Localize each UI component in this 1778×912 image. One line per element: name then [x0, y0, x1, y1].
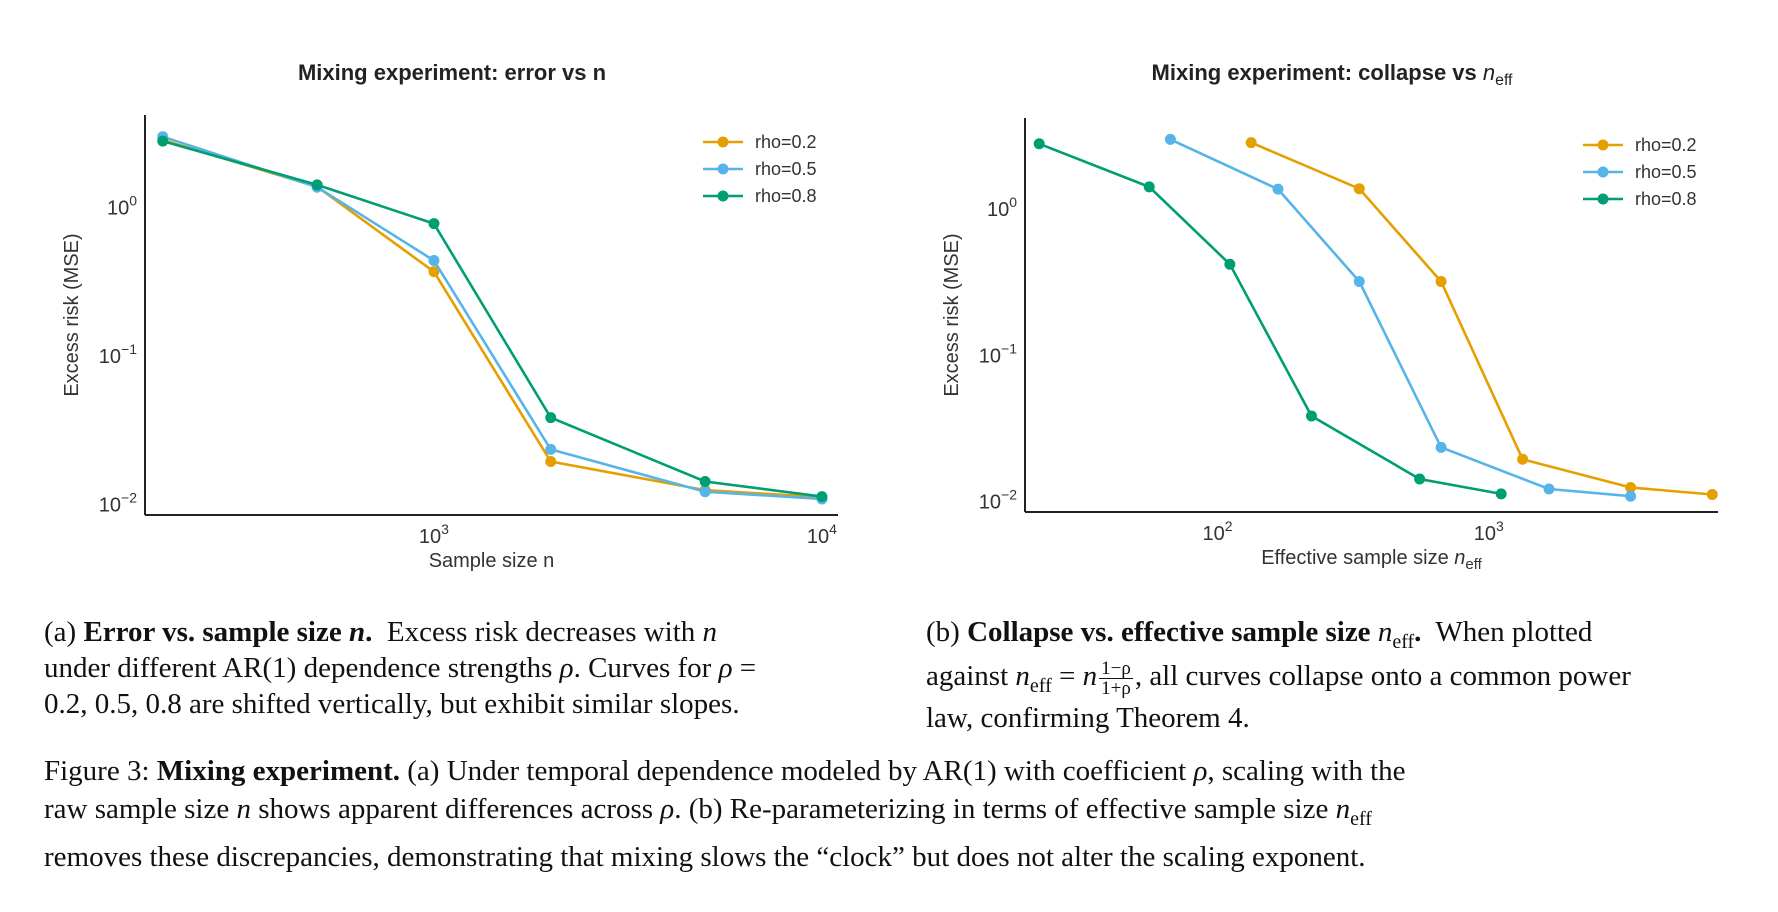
- caption-a-var-n-2: n: [702, 616, 718, 648]
- y-tick-label: 10−1: [99, 341, 137, 368]
- data-point: [1517, 453, 1529, 465]
- figure-line3: removes these discrepancies, demonstrati…: [44, 840, 1366, 873]
- fraction-numerator: 1−ρ: [1099, 657, 1133, 679]
- caption-a-text3: . Curves for: [573, 652, 712, 684]
- data-point: [428, 218, 440, 230]
- figure-line2a: raw sample size: [44, 793, 230, 825]
- legend-marker: [1597, 139, 1609, 151]
- legend-label: rho=0.2: [1635, 135, 1697, 155]
- y-axis-label: Excess risk (MSE): [941, 233, 963, 396]
- data-point: [545, 455, 557, 467]
- caption-a-label: (a): [44, 616, 84, 648]
- legend-label: rho=0.2: [755, 132, 817, 152]
- legend-marker: [717, 136, 729, 148]
- caption-a-text4: 0.2, 0.5, 0.8 are shifted vertically, bu…: [44, 688, 740, 720]
- x-axis-label: Sample size n: [429, 550, 555, 572]
- data-point: [1543, 483, 1555, 495]
- caption-a-var-n: n: [348, 616, 366, 648]
- x-tick-label: 104: [807, 521, 837, 548]
- series-line-rho=0.2: [1250, 141, 1713, 496]
- data-point: [428, 266, 440, 278]
- y-tick-label: 10−2: [979, 487, 1017, 514]
- y-tick-label: 100: [107, 193, 137, 220]
- caption-b-label: (b): [926, 616, 968, 648]
- caption-a-title: Error vs. sample size: [83, 616, 342, 648]
- caption-b-text3: , all curves collapse onto a common powe…: [1134, 659, 1631, 692]
- legend-label: rho=0.8: [755, 186, 817, 206]
- legend-marker: [717, 163, 729, 175]
- y-tick-label: 10−2: [99, 490, 137, 517]
- x-axis-label: Effective sample size neff: [1261, 547, 1482, 573]
- caption-a-rho-2: ρ: [718, 652, 733, 684]
- data-point: [311, 179, 323, 191]
- data-point: [1143, 181, 1155, 193]
- caption-b-title: Collapse vs. effective sample size: [967, 616, 1371, 648]
- caption-a-rho: ρ: [559, 652, 574, 684]
- caption-b-text4: law, confirming Theorem 4.: [926, 701, 1250, 734]
- data-point: [1353, 183, 1365, 195]
- data-point: [1353, 276, 1365, 288]
- legend-label: rho=0.8: [1635, 189, 1697, 209]
- data-point: [1272, 183, 1284, 195]
- series-line-rho=0.8: [1038, 142, 1502, 496]
- formula-fraction: 1−ρ 1+ρ: [1099, 659, 1133, 698]
- legend-label: rho=0.5: [755, 159, 817, 179]
- caption-b: (b) Collapse vs. effective sample size n…: [926, 614, 1746, 736]
- x-tick-label: 103: [419, 521, 449, 548]
- legend-marker: [1597, 166, 1609, 178]
- figure-line1b: , scaling with the: [1207, 755, 1406, 787]
- figure-line2c: . (b) Re-parameterizing in terms of effe…: [674, 793, 1329, 825]
- data-point: [1625, 482, 1637, 494]
- data-point: [699, 486, 711, 498]
- data-point: [1245, 137, 1257, 149]
- x-tick-label: 102: [1203, 518, 1233, 545]
- data-point: [1435, 441, 1447, 453]
- data-point: [1435, 276, 1447, 288]
- x-tick-label: 103: [1474, 518, 1504, 545]
- chart-collapse-vs-neff: Mixing experiment: collapse vs neff 100 10…: [941, 60, 1718, 573]
- data-point: [699, 475, 711, 487]
- legend-marker: [1597, 193, 1609, 205]
- figure-charts: Mixing experiment: error vs n 100 10−1 10−2…: [61, 60, 1718, 573]
- data-point: [1306, 410, 1318, 422]
- chart-title: Mixing experiment: collapse vs neff: [1152, 60, 1514, 89]
- caption-a: (a) Error vs. sample size n. Excess risk…: [44, 614, 864, 722]
- data-point: [1224, 258, 1236, 270]
- series-line-rho=0.8: [162, 139, 823, 498]
- y-tick-label: 100: [987, 194, 1017, 221]
- data-point: [816, 491, 828, 503]
- caption-b-text2: against: [926, 659, 1009, 692]
- figure-label: Figure 3:: [44, 755, 157, 787]
- data-point: [428, 254, 440, 266]
- y-tick-label: 10−1: [979, 340, 1017, 367]
- caption-b-neff-n: n: [1377, 616, 1393, 648]
- caption-a-text1: Excess risk decreases with: [386, 616, 696, 648]
- data-point: [545, 412, 557, 424]
- data-point: [1625, 490, 1637, 502]
- data-point: [545, 443, 557, 455]
- figure-caption: Figure 3: Mixing experiment. (a) Under t…: [44, 752, 1744, 876]
- chart-title: Mixing experiment: error vs n: [298, 60, 606, 85]
- chart-error-vs-n: Mixing experiment: error vs n 100 10−1 10−2…: [61, 60, 838, 572]
- data-point: [1164, 133, 1176, 145]
- caption-b-neff-sub: eff: [1392, 630, 1415, 653]
- data-point: [1033, 138, 1045, 150]
- series-line-rho=0.5: [1169, 138, 1631, 498]
- fraction-denominator: 1+ρ: [1101, 677, 1131, 699]
- legend-label: rho=0.5: [1635, 162, 1697, 182]
- caption-b-text1: When plotted: [1435, 616, 1593, 648]
- data-point: [1414, 473, 1426, 485]
- figure-line2b: shows apparent differences across: [258, 793, 654, 825]
- y-axis-label: Excess risk (MSE): [61, 233, 83, 396]
- figure-title: Mixing experiment.: [156, 755, 401, 787]
- caption-a-text2: under different AR(1) dependence strengt…: [44, 652, 553, 684]
- data-point: [1495, 488, 1507, 500]
- legend-marker: [717, 190, 729, 202]
- figure-line1: (a) Under temporal dependence modeled by…: [407, 755, 1187, 787]
- data-point: [1706, 488, 1718, 500]
- data-point: [157, 135, 169, 147]
